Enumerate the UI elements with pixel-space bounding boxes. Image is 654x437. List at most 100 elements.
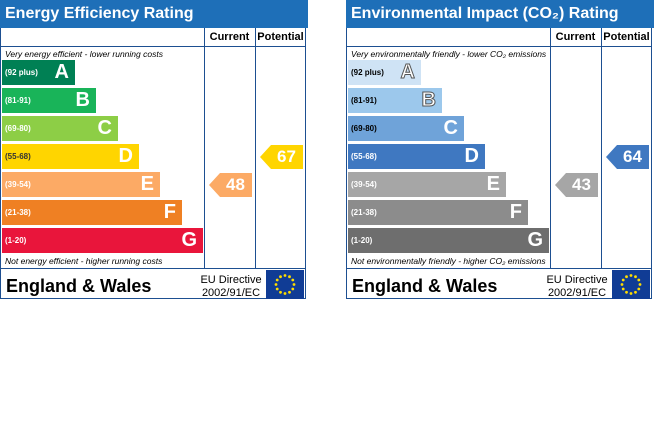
eu-star	[291, 287, 295, 291]
band-letter: E	[140, 173, 154, 195]
eu-star	[638, 283, 642, 286]
eu-directive-label: EU Directive 2002/91/EC	[196, 274, 266, 300]
band-letter: B	[421, 89, 436, 112]
eu-star	[275, 278, 279, 282]
eu-star	[274, 283, 278, 286]
eu-stars	[274, 274, 296, 295]
band-range-label: (92 plus)	[351, 68, 384, 77]
footer-region-label: England & Wales	[352, 276, 498, 296]
eu-star	[625, 275, 628, 279]
band-d: (55-68) D	[348, 144, 485, 169]
current-rating-arrow: 43	[555, 173, 598, 197]
chart-title: Environmental Impact (CO₂) Rating	[346, 0, 654, 28]
eu-star	[620, 283, 624, 286]
band-range-label: (1-20)	[5, 236, 27, 245]
potential-rating-arrow-shape	[606, 145, 649, 169]
band-e: (39-54) E	[348, 172, 506, 197]
eu-directive-label: EU Directive 2002/91/EC	[542, 274, 612, 300]
eu-star	[279, 290, 282, 294]
eu-star	[288, 275, 291, 279]
band-letter: E	[486, 173, 500, 195]
eu-star	[621, 287, 625, 291]
band-range-label: (69-80)	[351, 124, 377, 133]
potential-rating-arrow-value: 64	[623, 147, 642, 166]
band-letter: G	[527, 229, 543, 251]
band-letter: A	[400, 61, 415, 84]
footer-region-label: England & Wales	[6, 276, 152, 296]
band-e: (39-54) E	[2, 172, 160, 197]
eu-star	[288, 290, 291, 294]
potential-rating-arrow: 64	[606, 145, 649, 169]
band-letter: A	[54, 61, 69, 83]
current-rating-arrow-value: 48	[226, 175, 245, 194]
eu-star	[625, 290, 628, 294]
environmental-impact-chart: Environmental Impact (CO₂) Rating Current…	[346, 0, 654, 300]
band-a: (92 plus) A	[348, 60, 421, 85]
top-note: Very environmentally friendly - lower CO…	[351, 49, 547, 59]
current-column-divider	[550, 28, 551, 268]
bottom-note: Not energy efficient - higher running co…	[5, 256, 163, 266]
footer-divider	[346, 268, 652, 269]
band-range-label: (69-80)	[5, 124, 31, 133]
potential-rating-arrow: 67	[260, 145, 303, 169]
eu-flag-icon	[266, 270, 304, 299]
header-divider	[0, 46, 306, 47]
eu-star	[629, 292, 633, 295]
bottom-note: Not environmentally friendly - higher CO…	[351, 256, 546, 266]
eu-star	[283, 292, 287, 295]
header-divider	[346, 46, 652, 47]
band-letter: F	[163, 201, 176, 223]
potential-rating-arrow-pointer	[260, 145, 303, 169]
band-g: (1-20) G	[348, 228, 549, 253]
column-header-potential: Potential	[257, 31, 304, 43]
potential-column-divider	[601, 28, 602, 268]
current-rating-arrow: 48	[209, 173, 252, 197]
eu-stars	[620, 274, 642, 295]
footer-divider	[0, 268, 306, 269]
eu-directive-line-2: 2002/91/EC	[547, 287, 607, 299]
band-letter: D	[118, 145, 133, 167]
band-range-label: (1-20)	[351, 236, 373, 245]
band-f: (21-38) F	[2, 200, 182, 225]
band-range-label: (81-91)	[351, 96, 377, 105]
band-letter: C	[443, 117, 458, 139]
band-b: (81-91) B	[348, 88, 442, 113]
current-rating-arrow-value: 43	[572, 175, 591, 194]
potential-rating-arrow-pointer	[606, 145, 649, 169]
energy-efficiency-chart: Energy Efficiency Rating Current Potential…	[0, 0, 308, 300]
column-header-current: Current	[555, 31, 596, 43]
eu-directive-line-2: 2002/91/EC	[201, 287, 261, 299]
column-header-current: Current	[209, 31, 250, 43]
current-rating-arrow-pointer	[209, 173, 252, 197]
eu-star	[291, 278, 295, 282]
band-a: (92 plus) A	[2, 60, 75, 85]
eu-star	[279, 275, 282, 279]
band-letter: G	[181, 229, 197, 251]
current-column-divider	[204, 28, 205, 268]
eu-star	[634, 275, 637, 279]
eu-star	[621, 278, 625, 282]
band-letter: F	[509, 201, 522, 223]
band-c: (69-80) C	[348, 116, 464, 141]
eu-star	[637, 287, 641, 291]
chart-title: Energy Efficiency Rating	[0, 0, 308, 28]
band-c: (69-80) C	[2, 116, 118, 141]
eu-star	[275, 287, 279, 291]
current-rating-arrow-shape	[209, 173, 252, 197]
current-rating-arrow-pointer	[555, 173, 598, 197]
band-letter: D	[464, 145, 479, 167]
band-b: (81-91) B	[2, 88, 96, 113]
band-range-label: (39-54)	[5, 180, 31, 189]
eu-star	[283, 274, 287, 277]
eu-star	[634, 290, 637, 294]
band-letter: C	[97, 117, 112, 139]
eu-directive-line-1: EU Directive	[200, 274, 262, 286]
band-range-label: (55-68)	[351, 152, 377, 161]
potential-rating-arrow-value: 67	[277, 147, 296, 166]
eu-star	[629, 274, 633, 277]
band-d: (55-68) D	[2, 144, 139, 169]
band-range-label: (55-68)	[5, 152, 31, 161]
band-range-label: (21-38)	[5, 208, 31, 217]
band-range-label: (92 plus)	[5, 68, 38, 77]
potential-rating-arrow-shape	[260, 145, 303, 169]
